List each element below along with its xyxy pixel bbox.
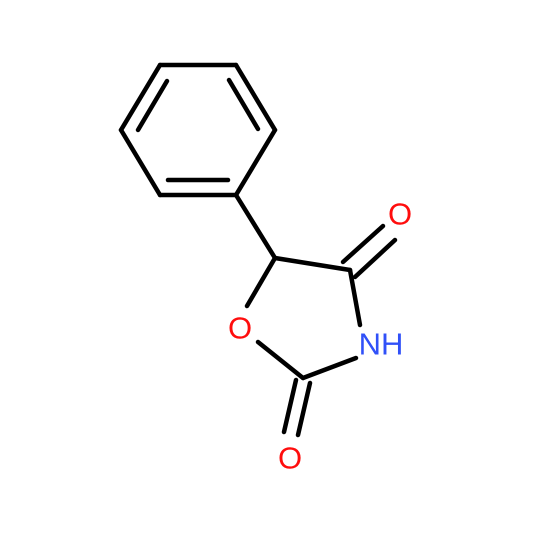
double-bond	[295, 380, 313, 438]
bond	[272, 255, 353, 273]
atom-label: NH	[359, 327, 404, 362]
atom-label: O	[278, 441, 302, 476]
double-bond	[340, 223, 386, 265]
benzene-ring	[118, 62, 278, 198]
bond	[255, 339, 306, 381]
double-bond	[281, 377, 299, 435]
inner-bond	[135, 78, 170, 133]
bond	[233, 192, 278, 261]
bond	[347, 267, 363, 328]
bond	[118, 62, 163, 133]
bond	[118, 127, 163, 198]
bond	[300, 355, 359, 381]
bond	[233, 127, 278, 198]
bond	[233, 62, 278, 133]
bond	[244, 255, 278, 309]
double-bond	[352, 237, 398, 280]
atom-label: O	[388, 197, 412, 232]
inner-bond	[226, 77, 261, 132]
atom-label: O	[228, 311, 252, 346]
oxazolidinedione-ring	[233, 192, 398, 438]
